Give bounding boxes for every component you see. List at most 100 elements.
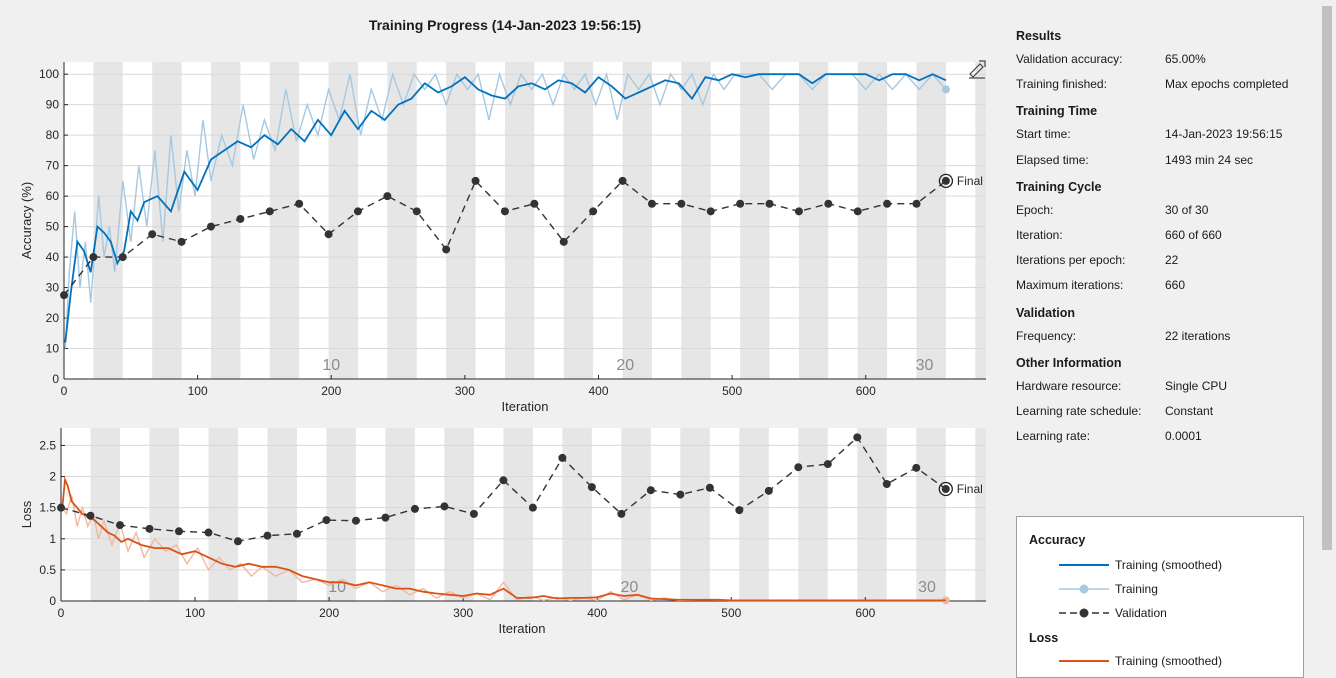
hardware-resource-row: Hardware resource: Single CPU bbox=[1016, 374, 1316, 399]
loss-validation-point bbox=[676, 490, 685, 499]
loss-validation-point bbox=[794, 463, 803, 472]
accuracy-y-tick-label: 100 bbox=[39, 67, 59, 81]
accuracy-validation-point bbox=[647, 199, 656, 208]
loss-validation-point bbox=[558, 453, 567, 462]
export-plot-icon[interactable] bbox=[966, 58, 988, 80]
loss-validation-point bbox=[941, 484, 950, 493]
accuracy-validation-point bbox=[559, 237, 568, 246]
loss-epoch-band bbox=[680, 428, 710, 601]
accuracy-epoch-label: 30 bbox=[916, 357, 934, 374]
training-plots: 0 100 200 300 400 500 600010203040506070809010… bbox=[19, 62, 986, 636]
loss-epoch-band bbox=[857, 428, 887, 601]
accuracy-epoch-band bbox=[740, 62, 770, 379]
start-time-value: 14-Jan-2023 19:56:15 bbox=[1165, 127, 1283, 142]
accuracy-epoch-band bbox=[446, 62, 476, 379]
legend-accuracy-training-label: Training bbox=[1115, 582, 1158, 596]
scrollbar-thumb[interactable] bbox=[1322, 6, 1332, 550]
loss-validation-point bbox=[499, 476, 508, 485]
loss-validation-point bbox=[705, 483, 714, 492]
loss-x-tick-label: 600 bbox=[855, 606, 875, 620]
loss-epoch-band bbox=[798, 428, 828, 601]
iterations-per-epoch-value: 22 bbox=[1165, 253, 1179, 268]
accuracy-x-tick-label: 100 bbox=[188, 384, 208, 398]
hardware-resource-value: Single CPU bbox=[1165, 378, 1228, 393]
learning-rate-label: Learning rate: bbox=[1016, 429, 1091, 444]
accuracy-validation-point bbox=[530, 199, 539, 208]
loss-validation-point bbox=[204, 528, 213, 537]
start-time-label: Start time: bbox=[1016, 127, 1071, 142]
iterations-per-epoch-label: Iterations per epoch: bbox=[1016, 253, 1126, 268]
accuracy-validation-point bbox=[412, 207, 421, 216]
legend-accuracy-smoothed-label: Training (smoothed) bbox=[1115, 558, 1222, 572]
accuracy-y-tick-label: 70 bbox=[46, 159, 60, 173]
legend-dashed-icon bbox=[1059, 608, 1109, 618]
frequency-value: 22 iterations bbox=[1165, 328, 1231, 343]
loss-epoch-label: 30 bbox=[918, 579, 936, 596]
accuracy-training-last-point bbox=[941, 85, 950, 94]
loss-y-tick-label: 0 bbox=[49, 594, 56, 608]
info-panel: Results Validation accuracy: 65.00% Train… bbox=[1016, 22, 1316, 449]
loss-validation-point bbox=[351, 516, 360, 525]
loss-epoch-band bbox=[444, 428, 474, 601]
validation-accuracy-row: Validation accuracy: 65.00% bbox=[1016, 47, 1316, 72]
loss-x-tick-label: 400 bbox=[587, 606, 607, 620]
start-time-row: Start time: 14-Jan-2023 19:56:15 bbox=[1016, 122, 1316, 147]
accuracy-epoch-band bbox=[152, 62, 182, 379]
other-information-heading: Other Information bbox=[1016, 355, 1122, 370]
iteration-label: Iteration: bbox=[1016, 227, 1063, 242]
elapsed-time-value: 1493 min 24 sec bbox=[1165, 152, 1254, 167]
accuracy-validation-point bbox=[236, 214, 245, 223]
accuracy-epoch-band bbox=[93, 62, 123, 379]
loss-epoch-band bbox=[149, 428, 179, 601]
accuracy-validation-point bbox=[883, 199, 892, 208]
accuracy-y-tick-label: 40 bbox=[46, 250, 60, 264]
training-cycle-heading: Training Cycle bbox=[1016, 179, 1102, 194]
loss-epoch-band bbox=[562, 428, 592, 601]
loss-validation-point bbox=[882, 480, 891, 489]
loss-epoch-band bbox=[739, 428, 769, 601]
epoch-row: Epoch: 30 of 30 bbox=[1016, 198, 1316, 223]
loss-validation-point bbox=[646, 486, 655, 495]
loss-y-tick-label: 1.5 bbox=[39, 501, 56, 515]
loss-validation-point bbox=[528, 503, 537, 512]
learning-rate-schedule-value: Constant bbox=[1165, 403, 1214, 418]
training-finished-value: Max epochs completed bbox=[1165, 77, 1289, 92]
loss-epoch-band bbox=[267, 428, 297, 601]
loss-validation-point bbox=[86, 511, 95, 520]
loss-x-tick-label: 100 bbox=[185, 606, 205, 620]
accuracy-epoch-band bbox=[563, 62, 594, 379]
accuracy-validation-point bbox=[618, 176, 627, 185]
loss-epoch-band bbox=[326, 428, 356, 601]
frequency-row: Frequency: 22 iterations bbox=[1016, 324, 1316, 349]
accuracy-validation-point bbox=[677, 199, 686, 208]
loss-validation-point bbox=[912, 463, 921, 472]
accuracy-x-tick-label: 400 bbox=[588, 384, 608, 398]
accuracy-validation-point bbox=[589, 207, 598, 216]
accuracy-epoch-band bbox=[387, 62, 417, 379]
accuracy-y-tick-label: 30 bbox=[46, 281, 60, 295]
loss-x-tick-label: 0 bbox=[58, 606, 65, 620]
loss-x-tick-label: 200 bbox=[319, 606, 339, 620]
loss-y-axis-label: Loss bbox=[19, 500, 34, 528]
accuracy-x-tick-label: 200 bbox=[321, 384, 341, 398]
accuracy-validation-point bbox=[89, 253, 98, 262]
iterations-per-epoch-row: Iterations per epoch: 22 bbox=[1016, 248, 1316, 273]
loss-validation-point bbox=[587, 483, 596, 492]
accuracy-validation-point bbox=[148, 230, 157, 239]
hardware-resource-label: Hardware resource: bbox=[1016, 378, 1122, 393]
accuracy-epoch-band bbox=[681, 62, 711, 379]
learning-rate-value: 0.0001 bbox=[1165, 429, 1202, 444]
accuracy-validation-point bbox=[736, 199, 745, 208]
loss-validation-point bbox=[174, 527, 183, 536]
accuracy-validation-point bbox=[471, 176, 480, 185]
legend-accuracy-heading: Accuracy bbox=[1029, 533, 1086, 547]
accuracy-validation-point bbox=[353, 207, 362, 216]
elapsed-time-label: Elapsed time: bbox=[1016, 152, 1089, 167]
loss-validation-point bbox=[233, 537, 242, 546]
loss-y-tick-label: 2 bbox=[49, 470, 56, 484]
accuracy-validation-point bbox=[265, 207, 274, 216]
accuracy-y-tick-label: 50 bbox=[46, 220, 60, 234]
loss-validation-point bbox=[145, 524, 154, 533]
accuracy-validation-point bbox=[765, 199, 774, 208]
maximum-iterations-row: Maximum iterations: 660 bbox=[1016, 273, 1316, 298]
